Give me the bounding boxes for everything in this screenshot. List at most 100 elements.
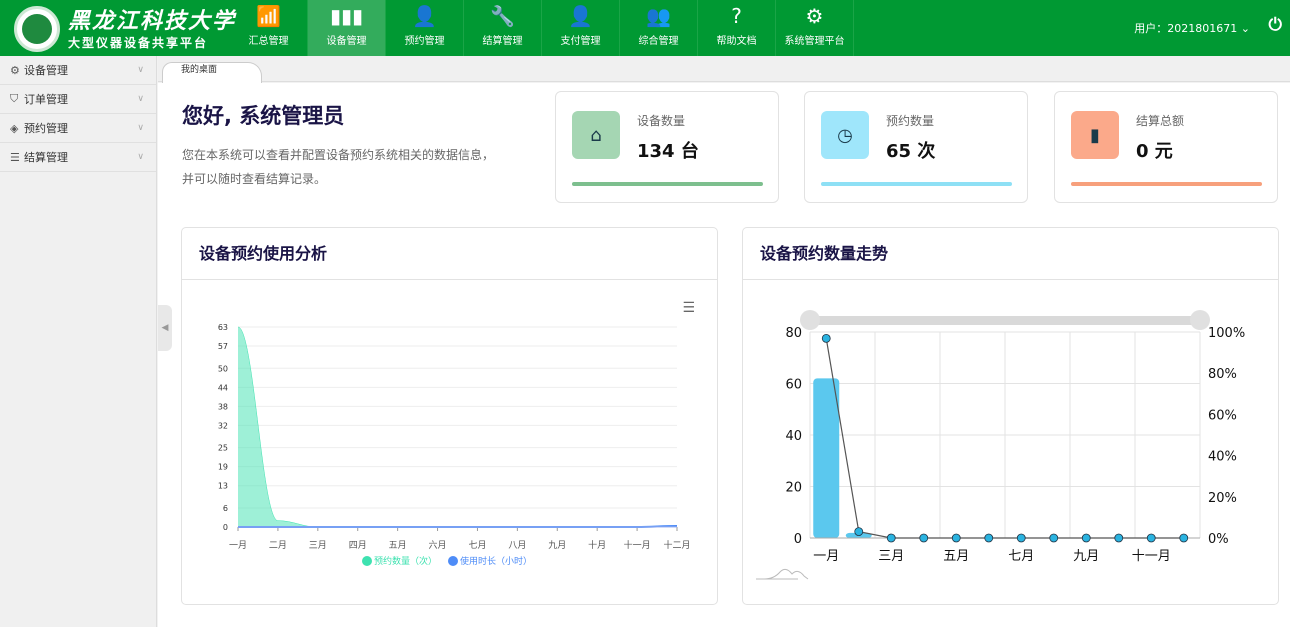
- line-point: [1146, 533, 1156, 543]
- line-point: [1114, 533, 1124, 543]
- stat-card: ▮ 结算总额 0 元: [1054, 91, 1278, 203]
- power-icon[interactable]: ⏻: [1268, 15, 1282, 35]
- stat-bar: [572, 182, 763, 186]
- university-logo[interactable]: 黑龙江科技大学 大型仪器设备共享平台: [14, 6, 236, 52]
- legend-marker: [362, 556, 372, 566]
- line-point: [886, 533, 896, 543]
- nav-item[interactable]: 📶 汇总管理: [230, 0, 308, 56]
- line-point: [854, 527, 864, 537]
- nav-item[interactable]: ▮▮▮ 设备管理: [308, 0, 386, 56]
- layers-icon: ◈: [10, 121, 19, 135]
- user-sitemap-icon: 👥: [646, 4, 671, 28]
- user-money-icon: 👤: [568, 4, 593, 28]
- nav-label: 系统管理平台: [784, 36, 845, 47]
- stat-label: 预约数量: [886, 114, 935, 128]
- y-tick-label: 63: [218, 323, 228, 332]
- logo-title: 黑龙江科技大学: [68, 7, 237, 34]
- nav-label: 汇总管理: [248, 36, 289, 47]
- y-tick-label: 13: [218, 482, 228, 491]
- stat-bar: [1071, 182, 1262, 186]
- nav-item[interactable]: 👤 支付管理: [542, 0, 620, 56]
- top-nav: 📶 汇总管理 ▮▮▮ 设备管理 👤 预约管理 🔧 结算管理 👤 支付管理 👥 综合管理? 帮助文档 ⚙ 系统…: [230, 0, 854, 56]
- y-tick-label: 44: [218, 383, 228, 392]
- x-tick-label: 七月: [1008, 549, 1034, 564]
- sidebar-item[interactable]: ☰ 结算管理 ∨: [0, 143, 156, 172]
- stat-card: ◷ 预约数量 65 次: [804, 91, 1028, 203]
- sidebar-item-label: 设备管理: [24, 64, 68, 77]
- x-tick-label: 二月: [269, 540, 287, 551]
- y2-tick-label: 40%: [1208, 450, 1237, 465]
- y-tick-label: 0: [223, 523, 228, 532]
- chevron-down-icon: ⌄: [1240, 22, 1250, 35]
- nav-item[interactable]: 👤 预约管理: [386, 0, 464, 56]
- y2-tick-label: 100%: [1208, 326, 1245, 341]
- nav-item[interactable]: 👥 综合管理: [620, 0, 698, 56]
- stat-value: 65 次: [886, 141, 936, 162]
- y2-tick-label: 60%: [1208, 408, 1237, 423]
- greeting-title: 您好, 系统管理员: [182, 104, 345, 128]
- line-point: [1016, 533, 1026, 543]
- x-tick-label: 九月: [1073, 549, 1099, 564]
- zoom-slider-handle[interactable]: [800, 310, 820, 330]
- nav-item[interactable]: ⚙ 系统管理平台: [776, 0, 854, 56]
- nav-label: 结算管理: [482, 36, 523, 47]
- y-tick-label: 80: [785, 326, 802, 341]
- sidebar-item-label: 预约管理: [24, 122, 68, 135]
- y-tick-label: 57: [218, 342, 228, 351]
- percent-line: [825, 338, 1184, 539]
- x-tick-label: 一月: [813, 549, 839, 564]
- home-icon: ⌂: [572, 111, 620, 159]
- sidebar: ⚙ 设备管理 ∨ ⛉ 订单管理 ∨ ◈ 预约管理 ∨ ☰ 结算管理 ∨: [0, 56, 157, 627]
- greeting-text: 您在本系统可以查看并配置设备预约系统相关的数据信息，并可以随时查看结算记录。: [182, 148, 495, 186]
- chevron-down-icon: ∨: [137, 152, 144, 162]
- sidebar-item-label: 订单管理: [24, 93, 68, 106]
- sidebar-item[interactable]: ◈ 预约管理 ∨: [0, 114, 156, 143]
- nav-item[interactable]: 🔧 结算管理: [464, 0, 542, 56]
- sidebar-item[interactable]: ⚙ 设备管理 ∨: [0, 56, 156, 85]
- y2-tick-label: 80%: [1208, 367, 1237, 382]
- gear-icon: ⚙: [10, 63, 20, 77]
- user-menu[interactable]: 用户：2021801671 ⌄: [1134, 20, 1250, 36]
- stat-bar: [821, 182, 1012, 186]
- panel-title: 设备预约数量走势: [743, 228, 1278, 280]
- x-tick-label: 三月: [309, 540, 327, 551]
- x-tick-label: 十一月: [624, 539, 651, 551]
- chevron-down-icon: ∨: [137, 94, 144, 104]
- line-point: [984, 533, 994, 543]
- x-tick-label: 一月: [229, 540, 247, 551]
- zoom-slider-handle[interactable]: [1190, 310, 1210, 330]
- usage-analysis-panel: 设备预约使用分析 ☰: [181, 227, 718, 605]
- nav-label: 支付管理: [560, 36, 601, 47]
- usage-analysis-chart: 0 6 13 19 25 32 38 44 50 57 63 一月 二月 三月 四月 五月 六月 七月 八月 九月 十月…: [218, 323, 691, 567]
- y-tick-label: 25: [218, 444, 228, 453]
- sidebar-item[interactable]: ⛉ 订单管理 ∨: [0, 85, 156, 114]
- zoom-slider-track[interactable]: [810, 316, 1200, 325]
- legend-label: 使用时长（小时）: [460, 555, 532, 567]
- shield-icon: ⛉: [10, 92, 19, 105]
- tab-my-desktop[interactable]: 我的桌面: [162, 62, 262, 83]
- line-point: [1049, 533, 1059, 543]
- x-tick-label: 五月: [389, 540, 407, 551]
- nav-label: 帮助文档: [716, 36, 757, 47]
- collapse-sidebar-button[interactable]: ◀: [158, 305, 172, 351]
- line-point: [1179, 533, 1189, 543]
- hamburger-menu-icon[interactable]: ☰: [682, 300, 695, 316]
- x-tick-label: 七月: [468, 540, 486, 551]
- wrench-window-icon: 🔧: [490, 4, 515, 28]
- x-tick-label: 十月: [588, 539, 606, 551]
- bookmark-icon: ▮: [1071, 111, 1119, 159]
- x-tick-label: 六月: [429, 539, 447, 551]
- y-tick-label: 0: [794, 532, 802, 547]
- line-point: [919, 533, 929, 543]
- nav-item[interactable]: ? 帮助文档: [698, 0, 776, 56]
- nav-label: 预约管理: [404, 36, 445, 47]
- university-seal-icon: [14, 6, 60, 52]
- x-tick-label: 三月: [878, 549, 904, 564]
- trend-chart: 0 20 40 60 80 0% 20% 40% 60% 80% 100% 一月 三月 五月 七月 九月 十一月: [756, 310, 1245, 580]
- y2-tick-label: 0%: [1208, 532, 1229, 547]
- legend-label: 预约数量（次）: [374, 555, 437, 567]
- line-point: [1081, 533, 1091, 543]
- stat-card: ⌂ 设备数量 134 台: [555, 91, 779, 203]
- y-tick-label: 32: [218, 421, 228, 430]
- panel-title: 设备预约使用分析: [182, 228, 717, 280]
